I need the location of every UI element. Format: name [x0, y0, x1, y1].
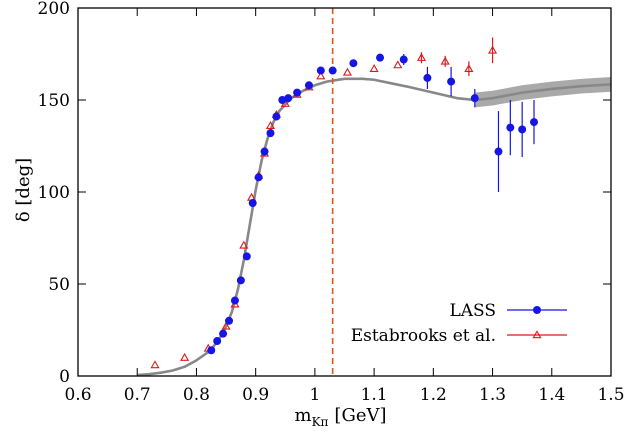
estabrooks-point — [342, 67, 353, 76]
legend-marker-circle — [533, 306, 541, 314]
lass-point — [316, 66, 325, 75]
lass-point — [213, 337, 222, 346]
lass-point — [506, 123, 515, 132]
x-tick-label: 1 — [309, 385, 320, 405]
estabrooks-point — [265, 121, 276, 130]
lass-point — [293, 88, 302, 97]
y-tick-label: 100 — [38, 183, 70, 203]
x-tick-label: 0.8 — [183, 385, 210, 405]
estabrooks-point — [464, 64, 474, 72]
legend: LASS Estabrooks et al. — [351, 301, 567, 346]
estabrooks-point — [180, 352, 190, 361]
legend-marker-triangle — [532, 330, 542, 339]
lass-point — [447, 77, 456, 86]
estabrooks-point — [369, 64, 379, 72]
y-tick-label: 50 — [48, 275, 70, 295]
lass-point — [219, 329, 228, 338]
estabrooks-point — [221, 321, 231, 330]
estabrooks-point — [488, 45, 498, 54]
x-tick-label: 1.4 — [538, 385, 565, 405]
lass-point — [399, 55, 408, 64]
estabrooks-point — [239, 240, 249, 249]
lass-point — [242, 252, 251, 261]
lass-point — [266, 129, 275, 138]
estabrooks-point — [393, 60, 403, 69]
lass-point — [494, 147, 503, 156]
x-tick-label: 0.6 — [64, 385, 91, 405]
model-error-band — [474, 77, 611, 108]
y-tick-label: 200 — [38, 0, 70, 19]
lass-point — [225, 316, 234, 325]
estabrooks-point — [440, 56, 450, 65]
x-axis-label-main: m — [294, 405, 311, 426]
lass-point — [328, 66, 337, 75]
lass-point — [236, 276, 245, 285]
x-tick-label: 1.3 — [479, 385, 506, 405]
lass-point — [349, 59, 358, 68]
lass-point — [530, 118, 539, 127]
lass-point — [207, 346, 216, 355]
x-axis-label: mKπ [GeV] — [294, 405, 386, 429]
lass-point — [230, 296, 239, 305]
data-points-layer — [150, 37, 539, 369]
lass-point — [376, 53, 385, 62]
y-axis-label: δ [deg] — [13, 158, 34, 222]
lass-point — [518, 125, 527, 134]
lass-point — [423, 73, 432, 82]
lass-point — [284, 94, 293, 103]
legend-label: Estabrooks et al. — [351, 326, 496, 346]
lass-point — [470, 94, 479, 103]
x-tick-label: 0.9 — [242, 385, 269, 405]
x-axis-label-unit: [GeV] — [334, 405, 386, 426]
lass-point — [304, 81, 313, 90]
legend-label: LASS — [449, 301, 496, 321]
x-tick-label: 1.2 — [420, 385, 447, 405]
estabrooks-point — [150, 360, 160, 369]
x-tick-label: 1.5 — [597, 385, 624, 405]
y-tick-label: 0 — [59, 367, 70, 387]
estabrooks-point — [416, 52, 427, 61]
x-tick-label: 1.1 — [361, 385, 388, 405]
y-tick-label: 150 — [38, 91, 70, 111]
lass-point — [260, 147, 269, 156]
axis-ticks-layer: 0.6 0.7 0.8 0.9 1 1.1 1.2 1.3 1.4 1.5 0 50 100 150 200 — [38, 0, 625, 405]
lass-point — [248, 199, 257, 208]
estabrooks-point — [316, 71, 326, 80]
lass-point — [272, 112, 281, 121]
x-axis-label-subscript: Kπ — [312, 415, 329, 429]
lass-point — [254, 173, 263, 182]
plot-frame — [77, 7, 612, 377]
x-tick-label: 0.7 — [124, 385, 151, 405]
